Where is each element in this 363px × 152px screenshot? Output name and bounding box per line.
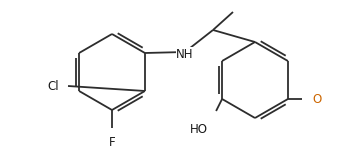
Text: F: F — [109, 136, 115, 149]
Text: HO: HO — [190, 123, 208, 136]
Text: NH: NH — [176, 47, 194, 60]
Text: Cl: Cl — [48, 79, 59, 93]
Text: O: O — [312, 93, 321, 105]
